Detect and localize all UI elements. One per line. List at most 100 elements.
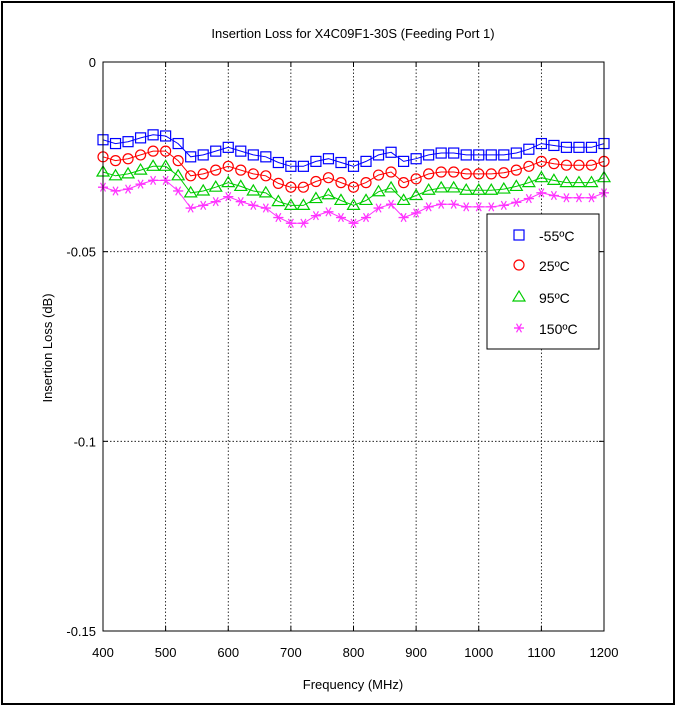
data-point [160, 145, 172, 157]
data-point [473, 202, 484, 212]
data-point [273, 212, 284, 223]
data-point [258, 185, 273, 198]
legend-label: 25ºC [539, 258, 570, 274]
data-point [248, 200, 259, 211]
data-point [498, 200, 509, 211]
series-star [98, 175, 609, 228]
data-point [435, 147, 447, 159]
data-point [535, 155, 547, 167]
data-point [123, 184, 134, 194]
data-point [285, 181, 297, 193]
data-point [246, 183, 261, 196]
series-line [102, 150, 605, 188]
data-point [384, 180, 399, 193]
data-point [385, 146, 397, 158]
data-point [423, 149, 435, 161]
data-point [446, 180, 461, 193]
data-point [185, 203, 196, 213]
data-point [134, 132, 147, 144]
data-point [298, 218, 309, 228]
x-tick-label: 1100 [527, 645, 555, 660]
data-point [573, 159, 585, 171]
data-point [486, 202, 497, 212]
data-point [260, 203, 271, 213]
data-point [396, 193, 411, 206]
data-point [310, 210, 321, 221]
data-point [297, 181, 309, 193]
x-tick-label: 400 [92, 645, 114, 660]
data-point [546, 173, 561, 185]
data-point [398, 177, 410, 189]
y-axis-label: Insertion Loss (dB) [40, 293, 55, 402]
data-point [398, 155, 410, 167]
data-point [321, 187, 336, 200]
data-point [133, 162, 148, 175]
data-point [398, 212, 409, 223]
legend-label: -55ºC [539, 228, 574, 244]
data-point [548, 158, 560, 170]
data-point [272, 177, 284, 189]
legend-marker [513, 259, 525, 271]
data-point [523, 143, 535, 155]
data-point [208, 180, 223, 192]
data-point [360, 155, 372, 167]
chart-title: Insertion Loss for X4C09F1-30S (Feeding … [211, 26, 494, 41]
data-point [146, 159, 161, 171]
data-point [235, 145, 247, 157]
data-point [197, 168, 209, 180]
data-point [347, 160, 360, 172]
data-point [498, 167, 510, 179]
data-point [322, 172, 335, 184]
data-point [573, 141, 585, 153]
data-point [410, 153, 422, 165]
data-point [196, 183, 211, 196]
data-point [235, 164, 247, 176]
data-point [485, 149, 497, 161]
ticks: 400 500 600 700 800 900 1000 1100 1200 0 -0.05 -0.1… [66, 55, 618, 660]
data-point [120, 166, 136, 179]
data-point [308, 191, 323, 204]
data-point [434, 180, 449, 193]
data-point [535, 137, 547, 150]
data-point [221, 175, 236, 188]
data-point [560, 141, 573, 153]
data-point [172, 155, 184, 167]
data-point [285, 160, 297, 172]
data-point [385, 166, 397, 178]
data-point [171, 168, 186, 181]
data-point [148, 175, 159, 185]
data-point [283, 198, 298, 210]
y-tick-label: -0.1 [74, 434, 96, 449]
legend-marker [513, 229, 525, 241]
data-point [185, 151, 197, 163]
data-point [185, 170, 197, 182]
data-point [310, 175, 322, 188]
y-tick-label: -0.15 [66, 624, 96, 639]
data-point [172, 137, 184, 150]
legend-marker [514, 323, 524, 333]
data-point [198, 200, 209, 211]
data-point [560, 159, 573, 171]
data-point [361, 212, 372, 223]
data-point [436, 199, 447, 209]
data-point [561, 193, 572, 203]
data-point [147, 129, 159, 141]
data-point [160, 175, 171, 185]
data-point [333, 193, 349, 206]
data-point [548, 139, 560, 152]
data-point [571, 175, 587, 188]
data-point [485, 168, 497, 180]
data-point [210, 145, 222, 157]
data-point [135, 179, 146, 189]
legend-marker [511, 289, 527, 302]
data-point [460, 149, 472, 161]
data-point [371, 184, 386, 197]
data-point [548, 190, 559, 201]
data-point [536, 188, 547, 198]
data-point [373, 203, 384, 213]
data-point [122, 136, 134, 148]
legend: -55ºC 25ºC 95ºC 150ºC [486, 213, 600, 350]
data-point [585, 141, 598, 153]
data-point [223, 192, 234, 202]
